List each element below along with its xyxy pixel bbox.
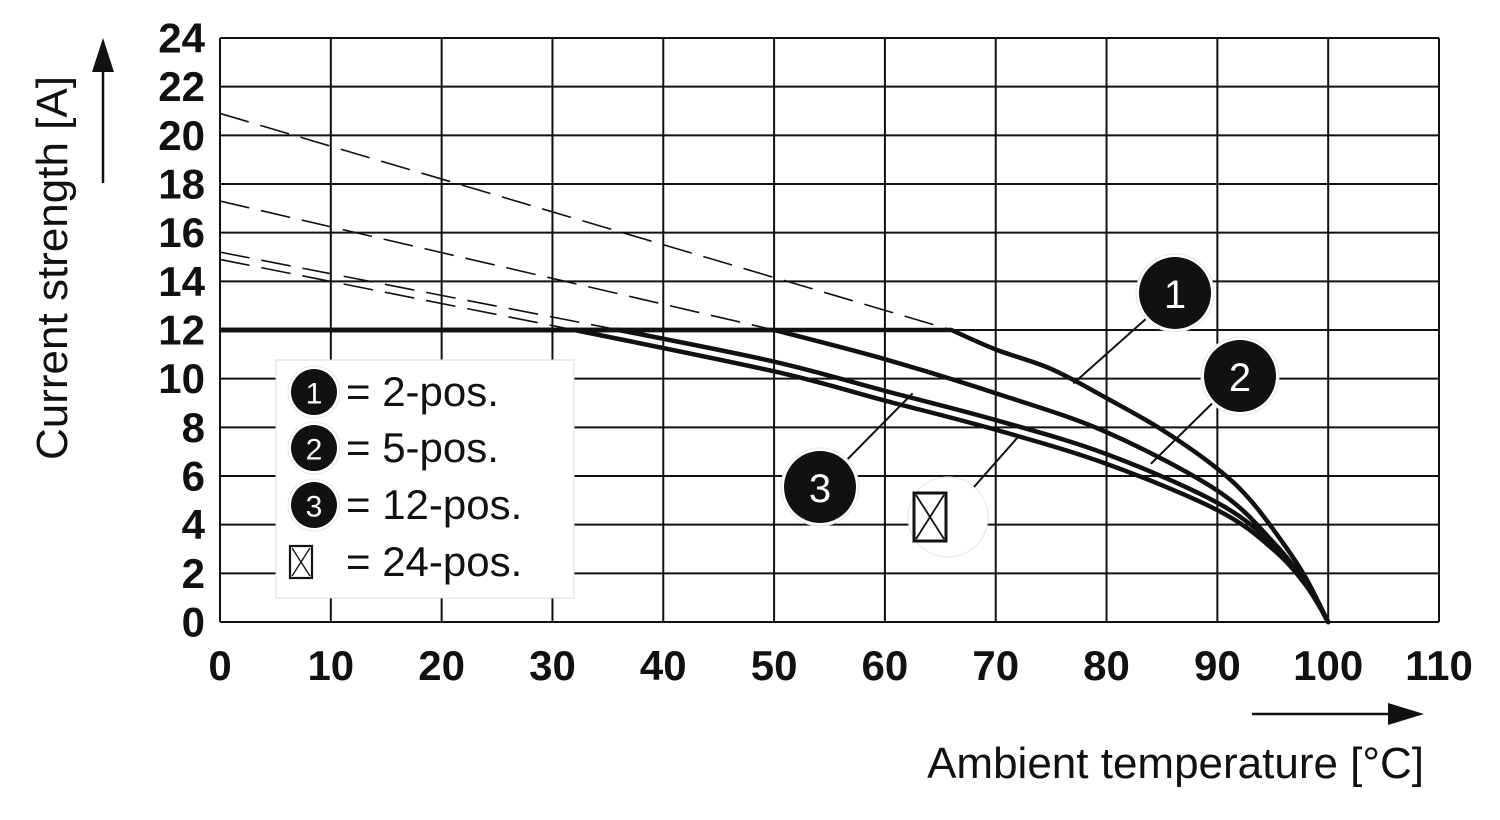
x-tick-label: 20 <box>418 642 465 689</box>
grid <box>219 37 1440 623</box>
callout-badge-1 <box>1139 257 1211 329</box>
x-tick-label: 10 <box>307 642 354 689</box>
curve-1 <box>949 327 1331 625</box>
callout-badge-2 <box>1204 340 1276 412</box>
y-tick-label: 22 <box>158 63 205 110</box>
x-tick-label: 80 <box>1083 642 1130 689</box>
y-tick-label: 12 <box>158 307 205 354</box>
y-tick-label: 6 <box>182 453 205 500</box>
legend-label: = 2-pos. <box>346 368 499 415</box>
x-tick-label: 0 <box>208 642 231 689</box>
curve-3 <box>616 327 1331 625</box>
legend-label: = 24-pos. <box>346 538 522 585</box>
y-tick-label: 24 <box>158 15 205 62</box>
y-tick-label: 16 <box>158 209 205 256</box>
y-tick-label: 18 <box>158 161 205 208</box>
axis-ticks: 0 10 20 30 40 50 60 70 80 90 100 110024681012141618… <box>158 15 1473 690</box>
dashed-line-1 <box>219 112 952 331</box>
curve-boxed-x <box>572 327 1331 625</box>
x-tick-label: 110 <box>1405 642 1473 689</box>
y-axis-title: Current strength [A] <box>28 76 77 460</box>
y-axis-arrow-icon <box>92 38 114 183</box>
legend-badge-3 <box>291 482 337 528</box>
callout-line-2 <box>1150 400 1216 465</box>
dashed-line-2 <box>219 200 775 331</box>
legend-badge-3-label: 3 <box>306 491 323 524</box>
x-axis-title: Ambient temperature [°C] <box>927 739 1424 788</box>
derating-curves <box>220 327 1331 625</box>
x-tick-label: 50 <box>751 642 798 689</box>
x-tick-label: 90 <box>1194 642 1241 689</box>
callout-badge-3-label: 3 <box>809 467 831 511</box>
y-tick-label: 0 <box>182 599 205 646</box>
dashed-line-3 <box>219 251 620 331</box>
x-axis-arrow-icon <box>1252 703 1424 725</box>
callout-badge-3 <box>784 451 856 523</box>
legend-badge-1 <box>291 369 337 415</box>
callout-line-24 <box>973 436 1019 488</box>
callout-line-1 <box>1072 316 1149 385</box>
curve-callouts: 12 3 <box>780 253 1280 558</box>
dashed-extrapolation-lines <box>219 112 952 331</box>
legend-boxed-x-icon-diag-b <box>291 547 311 577</box>
callout-badge-2-label: 2 <box>1229 356 1251 400</box>
y-tick-label: 4 <box>182 501 206 548</box>
x-tick-label: 30 <box>529 642 576 689</box>
dashed-line-boxed-x <box>219 258 575 331</box>
y-tick-label: 14 <box>158 258 205 305</box>
x-tick-label: 60 <box>862 642 909 689</box>
y-tick-label: 20 <box>158 112 205 159</box>
x-tick-label: 100 <box>1293 642 1363 689</box>
boxed-x-icon-diag-b <box>915 494 945 540</box>
legend-badge-2-label: 2 <box>306 434 323 467</box>
legend: 1 = 2-pos. 2 = 5-pos. 3 = 12-pos. = 24-pos. <box>275 359 575 599</box>
legend-badge-2 <box>291 425 337 471</box>
callout-badge-1-label: 1 <box>1164 273 1186 317</box>
legend-badge-1-label: 1 <box>306 378 323 411</box>
callout-line-3 <box>844 392 914 463</box>
x-tick-label: 70 <box>972 642 1019 689</box>
legend-label: = 5-pos. <box>346 424 499 471</box>
y-tick-label: 8 <box>182 404 205 451</box>
y-tick-label: 2 <box>182 550 205 597</box>
legend-label: = 12-pos. <box>346 481 522 528</box>
y-tick-label: 10 <box>158 355 205 402</box>
x-tick-label: 40 <box>640 642 687 689</box>
